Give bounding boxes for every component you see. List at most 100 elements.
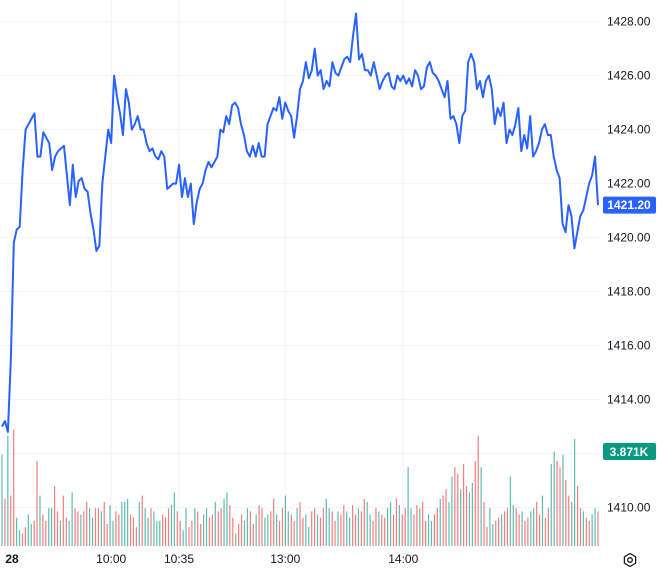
price-tick-label: 1424.00 — [607, 123, 651, 137]
volume-bar — [389, 501, 392, 546]
volume-bar — [299, 501, 301, 546]
volume-bar — [74, 508, 76, 546]
volume-bar — [132, 517, 135, 546]
volume-bar — [427, 514, 430, 546]
volume-bar — [422, 501, 424, 546]
volume-bar — [261, 508, 263, 546]
time-tick-label: 14:00 — [388, 552, 418, 566]
volume-bar — [205, 508, 208, 546]
volume-bar — [100, 511, 102, 546]
volume-bar — [197, 511, 199, 546]
volume-bar — [7, 435, 9, 546]
volume-bar — [91, 517, 94, 546]
volume-bar — [571, 501, 573, 546]
volume-bars — [1, 429, 599, 546]
volume-bar — [500, 514, 503, 546]
volume-bar — [243, 520, 246, 546]
volume-bar — [156, 520, 158, 546]
volume-bar — [238, 523, 240, 546]
volume-bar — [4, 498, 6, 546]
volume-bar — [249, 511, 251, 546]
volume-bar — [354, 514, 357, 546]
volume-bar — [527, 517, 529, 546]
volume-bar — [127, 498, 129, 546]
volume-bar — [553, 451, 555, 546]
volume-bar — [579, 508, 582, 546]
volume-bar — [471, 483, 473, 546]
volume-bar — [53, 486, 56, 546]
volume-bar — [214, 501, 216, 546]
volume-bar — [521, 511, 523, 546]
volume-bar — [492, 523, 494, 546]
volume-bar — [51, 508, 53, 546]
price-tick-label: 1428.00 — [607, 15, 651, 29]
volume-bar — [541, 495, 544, 546]
volume-bar — [232, 517, 234, 546]
volume-bar — [147, 517, 149, 546]
volume-bar — [585, 517, 587, 546]
volume-bar — [252, 523, 254, 546]
volume-bar — [538, 514, 541, 546]
volume-bar — [13, 429, 15, 546]
volume-bar — [442, 495, 444, 546]
volume-bar — [401, 514, 403, 546]
volume-bar — [524, 520, 526, 546]
volume-bar — [413, 514, 415, 546]
volume-bar — [530, 511, 532, 546]
volume-bar — [77, 511, 79, 546]
volume-bar — [465, 486, 468, 546]
volume-bar — [68, 520, 70, 546]
volume-bar — [425, 520, 427, 546]
settings-gear-icon — [623, 552, 637, 568]
volume-bar — [124, 501, 126, 546]
volume-bar — [483, 501, 485, 546]
volume-bar — [83, 511, 85, 546]
volume-bar — [474, 460, 476, 546]
volume-bar — [518, 514, 520, 546]
volume-bar — [284, 495, 286, 546]
volume-bar — [150, 508, 152, 546]
volume-bar — [202, 514, 205, 546]
volume-bar — [331, 511, 333, 546]
volume-bar — [80, 514, 82, 546]
volume-bar — [495, 520, 497, 546]
volume-bar — [378, 511, 380, 546]
volume-bar — [293, 520, 295, 546]
volume-bar — [290, 514, 292, 546]
volume-bar — [430, 520, 433, 546]
volume-bar — [340, 514, 342, 546]
volume-bar — [588, 520, 590, 546]
volume-bar — [319, 517, 322, 546]
volume-bar — [436, 508, 438, 546]
volume-bar — [240, 514, 243, 546]
volume-bar — [235, 533, 237, 546]
volume-bar — [559, 467, 561, 546]
volume-bar — [267, 514, 269, 546]
chart-settings-button[interactable] — [619, 549, 641, 571]
volume-bar — [372, 520, 374, 546]
volume-bar — [167, 508, 170, 546]
volume-bar — [305, 514, 307, 546]
volume-bar — [381, 514, 383, 546]
volume-bar — [325, 498, 327, 546]
volume-bar — [419, 508, 421, 546]
volume-bar — [451, 476, 453, 546]
volume-bar — [314, 508, 316, 546]
vertical-grid — [110, 0, 404, 548]
volume-bar — [395, 498, 398, 546]
price-tick-label: 1414.00 — [607, 393, 651, 407]
volume-bar — [18, 530, 21, 546]
volume-bar — [103, 501, 105, 546]
volume-bar — [153, 511, 155, 546]
volume-bar — [547, 508, 549, 546]
volume-bar — [556, 460, 558, 546]
volume-bar — [308, 527, 310, 546]
volume-bar — [343, 505, 345, 546]
volume-last-value: 3.871K — [610, 445, 649, 459]
time-axis[interactable]: 28 10:00 10:35 13:00 14:00 — [5, 552, 418, 566]
volume-bar — [448, 501, 450, 546]
price-tick-label: 1416.00 — [607, 339, 651, 353]
volume-bar — [392, 514, 395, 546]
price-axis[interactable]: 1428.00 1426.00 1424.00 1422.00 1420.00 1418.… — [607, 15, 651, 515]
